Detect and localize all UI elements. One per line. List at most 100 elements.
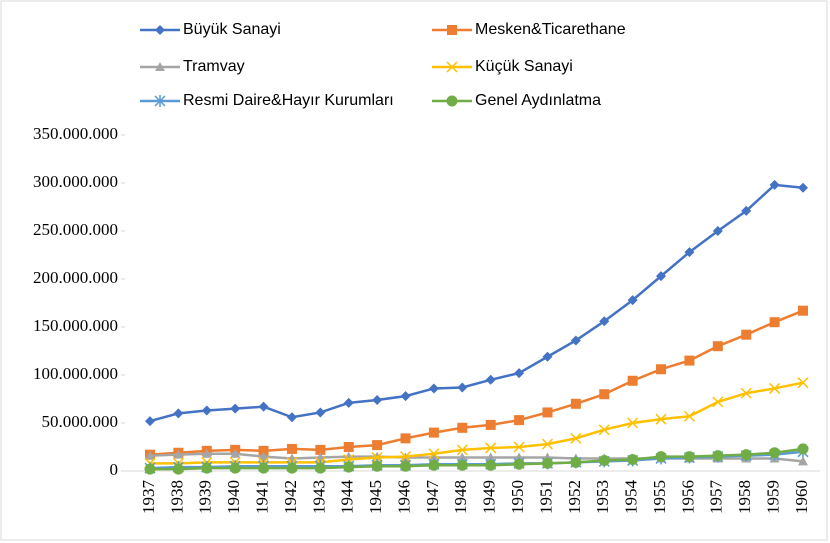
legend-marker — [446, 61, 458, 73]
y-tick-label: 350.000.000 — [33, 124, 118, 143]
data-point — [627, 453, 639, 465]
data-point — [258, 462, 270, 474]
data-point — [798, 305, 808, 316]
data-point — [740, 387, 752, 399]
x-tick-label: 1944 — [338, 480, 357, 515]
data-point — [599, 316, 610, 327]
x-tick-label: 1960 — [792, 480, 811, 514]
data-point — [769, 382, 781, 394]
x-tick-label: 1954 — [622, 480, 641, 515]
data-point — [514, 368, 525, 379]
data-point — [769, 447, 781, 459]
x-tick-label: 1949 — [480, 480, 499, 514]
data-point — [798, 182, 808, 193]
data-point — [684, 355, 695, 366]
data-point — [428, 427, 439, 438]
data-point — [343, 461, 355, 473]
data-point — [541, 457, 553, 469]
data-point — [457, 382, 468, 393]
data-point — [428, 452, 439, 462]
data-point — [769, 179, 780, 190]
data-point — [769, 317, 780, 328]
y-tick-label: 150.000.000 — [33, 316, 118, 335]
data-point — [315, 407, 326, 418]
y-tick-label: 200.000.000 — [33, 268, 118, 287]
data-point — [456, 444, 468, 456]
data-point — [145, 416, 155, 427]
data-point — [683, 410, 695, 422]
x-tick-label: 1939 — [196, 480, 215, 514]
legend-marker — [155, 25, 165, 35]
legend-label: Büyük Sanayi — [183, 21, 281, 38]
data-point — [428, 448, 440, 460]
data-point — [144, 463, 156, 475]
data-point — [541, 438, 554, 450]
legend-label: Tramvay — [183, 58, 245, 75]
data-point — [230, 403, 241, 414]
data-point — [513, 441, 525, 453]
legend-label: Resmi Daire&Hayır Kurumları — [183, 92, 394, 109]
data-point — [456, 459, 468, 471]
x-tick-label: 1941 — [252, 480, 271, 514]
x-tick-label: 1958 — [735, 480, 754, 514]
data-point — [741, 205, 752, 216]
data-point — [201, 405, 212, 416]
y-tick-label: 50.000.000 — [42, 412, 119, 431]
x-tick-label: 1957 — [707, 480, 726, 515]
data-point — [797, 443, 809, 455]
data-point — [683, 451, 695, 463]
data-point — [315, 444, 326, 455]
data-point — [599, 389, 610, 400]
data-point — [173, 449, 184, 459]
x-tick-label: 1938 — [167, 480, 186, 514]
y-tick-label: 250.000.000 — [33, 220, 118, 239]
legend-marker — [446, 95, 458, 107]
x-tick-label: 1950 — [508, 480, 527, 514]
data-point — [627, 295, 638, 306]
x-tick-label: 1947 — [423, 480, 442, 515]
data-point — [485, 419, 496, 430]
data-point — [570, 335, 581, 346]
y-tick-label: 0 — [110, 460, 119, 479]
x-tick-label: 1953 — [593, 480, 612, 514]
data-point — [372, 440, 383, 451]
legend-label: Küçük Sanayi — [475, 58, 573, 75]
data-point — [570, 456, 582, 468]
data-point — [286, 412, 297, 423]
data-point — [286, 462, 298, 474]
data-point — [372, 394, 383, 405]
data-point — [627, 417, 639, 429]
data-point — [684, 247, 695, 258]
data-point — [712, 226, 723, 236]
data-point — [145, 450, 155, 460]
data-point — [712, 341, 723, 352]
data-point — [598, 454, 610, 466]
data-point — [655, 451, 667, 463]
data-point — [656, 271, 667, 282]
data-point — [712, 396, 724, 408]
data-point — [542, 351, 553, 362]
y-tick-label: 100.000.000 — [33, 364, 118, 383]
data-point — [399, 451, 412, 463]
data-point — [797, 377, 809, 389]
x-tick-label: 1946 — [394, 480, 413, 514]
legend-marker — [154, 95, 166, 107]
data-point — [514, 452, 525, 462]
data-point — [201, 462, 213, 474]
x-tick-label: 1951 — [536, 480, 555, 514]
data-point — [400, 460, 412, 472]
data-point — [457, 452, 468, 462]
data-point — [741, 329, 752, 340]
data-point — [230, 448, 241, 458]
x-tick-label: 1945 — [366, 480, 385, 514]
x-tick-label: 1955 — [650, 480, 669, 514]
data-point — [428, 383, 439, 394]
data-point — [798, 456, 808, 466]
data-point — [371, 460, 383, 472]
data-point — [627, 375, 638, 386]
legend-label: Genel Aydınlatma — [475, 92, 601, 109]
y-tick-label: 300.000.000 — [33, 172, 118, 191]
series-line — [149, 183, 804, 423]
data-point — [656, 364, 667, 375]
